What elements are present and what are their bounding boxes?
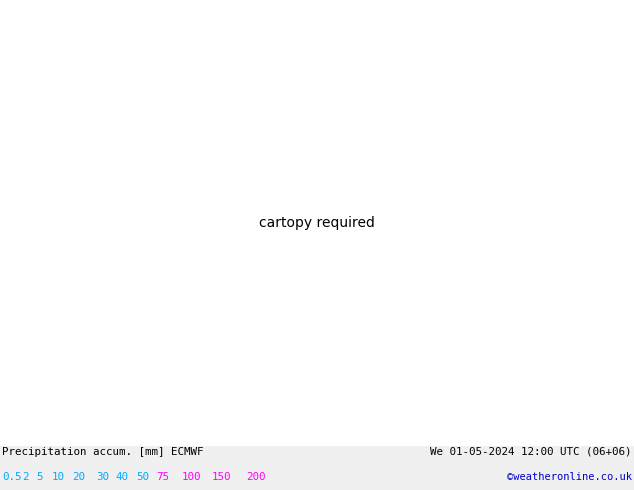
Text: 100: 100 [182,472,202,482]
Text: 30: 30 [96,472,109,482]
Text: 20: 20 [72,472,85,482]
Text: Precipitation accum. [mm] ECMWF: Precipitation accum. [mm] ECMWF [2,447,204,457]
Text: 5: 5 [36,472,42,482]
Text: 2: 2 [22,472,29,482]
Text: 10: 10 [52,472,65,482]
Text: 150: 150 [212,472,231,482]
Text: 75: 75 [156,472,169,482]
Text: We 01-05-2024 12:00 UTC (06+06): We 01-05-2024 12:00 UTC (06+06) [430,447,632,457]
Text: cartopy required: cartopy required [259,216,375,230]
Text: 40: 40 [116,472,129,482]
Text: 0.5: 0.5 [2,472,22,482]
Text: ©weatheronline.co.uk: ©weatheronline.co.uk [507,472,632,482]
FancyBboxPatch shape [0,446,634,490]
Text: 200: 200 [246,472,266,482]
Text: 50: 50 [136,472,149,482]
